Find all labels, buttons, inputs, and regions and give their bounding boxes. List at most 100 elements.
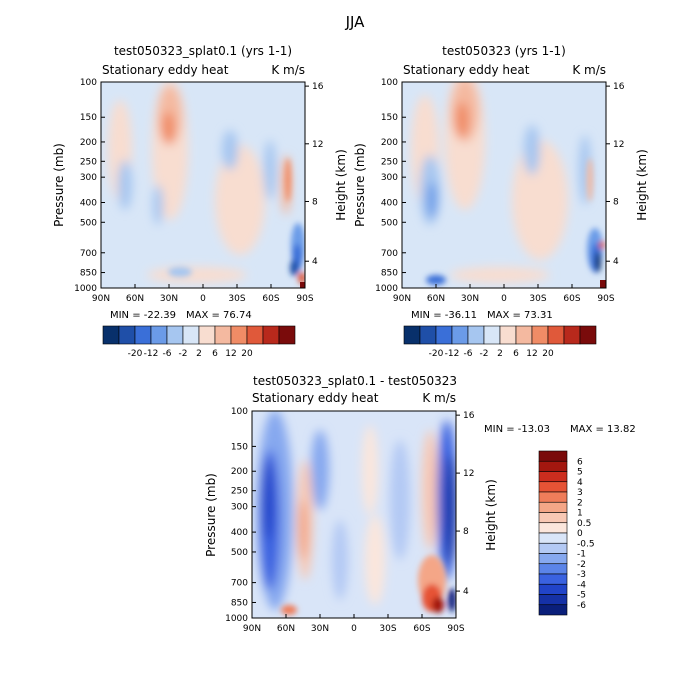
y-tick-label: 850 bbox=[381, 269, 398, 279]
colorbar-label: 3 bbox=[577, 488, 583, 498]
y-tick-label: 150 bbox=[381, 113, 398, 123]
panel-2-axes: 90N 60N 30N 0 30S 60S 90S 100 150 200 250 300 400 500… bbox=[375, 78, 625, 304]
colorbar-label: -2 bbox=[179, 349, 188, 359]
y-tick-label: 700 bbox=[231, 579, 248, 589]
colorbar-label: 12 bbox=[225, 349, 236, 359]
panel-1-axes: 90N 60N 30N 0 30S 60S 90S 100 150 200 250 300 400 500… bbox=[74, 78, 324, 304]
x-tick-label: 60S bbox=[262, 294, 279, 304]
colorbar-swatch bbox=[435, 325, 453, 345]
panel-1-colorbar: -20 -12 -6 -2 2 6 12 20 bbox=[102, 325, 296, 359]
panel-1-title: test050323_splat0.1 (yrs 1-1) bbox=[114, 44, 292, 58]
y-tick-label: 250 bbox=[381, 157, 398, 167]
colorbar-swatch bbox=[403, 325, 421, 345]
y-tick-label: 400 bbox=[231, 528, 248, 538]
y-tick-label: 100 bbox=[80, 78, 97, 88]
y-tick-label: 1000 bbox=[375, 284, 398, 294]
colorbar-swatch bbox=[538, 532, 568, 544]
x-tick-label: 60S bbox=[413, 624, 430, 634]
panel-1-min: MIN = -22.39 bbox=[110, 310, 176, 321]
colorbar-swatch bbox=[262, 325, 280, 345]
panel-2-units: K m/s bbox=[572, 63, 606, 77]
x-tick-label: 60N bbox=[427, 294, 445, 304]
colorbar-swatch bbox=[150, 325, 168, 345]
y-tick-label: 200 bbox=[80, 138, 97, 148]
colorbar-swatch bbox=[538, 563, 568, 575]
panel-2-ylabel: Pressure (mb) bbox=[353, 143, 367, 227]
colorbar-label: 2 bbox=[497, 349, 503, 359]
y-tick-label: 250 bbox=[231, 487, 248, 497]
colorbar-swatch bbox=[451, 325, 469, 345]
colorbar-swatch bbox=[198, 325, 216, 345]
colorbar-label: 6 bbox=[513, 349, 519, 359]
y-tick-label: 300 bbox=[80, 173, 97, 183]
colorbar-swatch bbox=[134, 325, 152, 345]
colorbar-label: 6 bbox=[577, 457, 583, 467]
colorbar-swatch bbox=[102, 325, 120, 345]
colorbar-label: 0 bbox=[577, 529, 583, 539]
panel-3: test050323_splat0.1 - test050323 Station… bbox=[204, 374, 636, 634]
panel-2-y2label: Height (km) bbox=[635, 149, 649, 220]
y-tick-label: 100 bbox=[381, 78, 398, 88]
y2-tick-label: 16 bbox=[463, 411, 475, 421]
y2-tick-label: 8 bbox=[312, 197, 318, 207]
colorbar-swatch bbox=[579, 325, 597, 345]
y-tick-label: 1000 bbox=[74, 284, 97, 294]
colorbar-swatch bbox=[483, 325, 501, 345]
x-tick-label: 30S bbox=[228, 294, 245, 304]
colorbar-label: 0.5 bbox=[577, 519, 591, 529]
colorbar-swatch bbox=[547, 325, 565, 345]
colorbar-swatch bbox=[538, 481, 568, 493]
colorbar-label: -2 bbox=[577, 560, 586, 570]
panel-3-contours bbox=[252, 411, 456, 618]
y-tick-label: 700 bbox=[381, 249, 398, 259]
colorbar-label: -5 bbox=[577, 591, 586, 601]
y2-tick-label: 4 bbox=[613, 257, 619, 267]
x-tick-label: 30N bbox=[160, 294, 178, 304]
y-tick-label: 400 bbox=[381, 199, 398, 209]
colorbar-label: -1 bbox=[577, 550, 586, 560]
panel-2-max: MAX = 73.31 bbox=[487, 310, 553, 321]
colorbar-swatch bbox=[531, 325, 549, 345]
x-tick-label: 60N bbox=[277, 624, 295, 634]
y-tick-label: 250 bbox=[80, 157, 97, 167]
colorbar-swatch bbox=[538, 594, 568, 606]
colorbar-swatch bbox=[499, 325, 517, 345]
y2-tick-label: 8 bbox=[613, 197, 619, 207]
y2-tick-label: 8 bbox=[463, 527, 469, 537]
y-tick-label: 150 bbox=[231, 442, 248, 452]
y-tick-label: 200 bbox=[381, 138, 398, 148]
colorbar-label: 2 bbox=[577, 498, 583, 508]
y2-tick-label: 12 bbox=[463, 469, 474, 479]
figure-title: JJA bbox=[345, 13, 366, 31]
colorbar-label: -3 bbox=[577, 570, 586, 580]
y-tick-label: 850 bbox=[231, 598, 248, 608]
panel-1-contours bbox=[101, 82, 305, 288]
panel-3-max: MAX = 13.82 bbox=[570, 424, 636, 435]
y2-tick-label: 12 bbox=[613, 140, 624, 150]
panel-1-ylabel: Pressure (mb) bbox=[52, 143, 66, 227]
x-tick-label: 0 bbox=[501, 294, 507, 304]
colorbar-swatch bbox=[538, 450, 568, 462]
y-tick-label: 300 bbox=[231, 503, 248, 513]
colorbar-swatch bbox=[230, 325, 248, 345]
colorbar-swatch bbox=[515, 325, 533, 345]
colorbar-label: -2 bbox=[480, 349, 489, 359]
x-tick-label: 60N bbox=[126, 294, 144, 304]
colorbar-label: -20 bbox=[429, 349, 444, 359]
y-tick-label: 850 bbox=[80, 269, 97, 279]
x-tick-label: 0 bbox=[351, 624, 357, 634]
x-tick-label: 30S bbox=[529, 294, 546, 304]
colorbar-label: 12 bbox=[526, 349, 537, 359]
colorbar-swatch bbox=[166, 325, 184, 345]
colorbar-swatch bbox=[538, 542, 568, 554]
colorbar-swatch bbox=[214, 325, 232, 345]
colorbar-label: -12 bbox=[144, 349, 159, 359]
colorbar-label: -0.5 bbox=[577, 539, 595, 549]
colorbar-swatch bbox=[538, 604, 568, 616]
x-tick-label: 30N bbox=[311, 624, 329, 634]
y2-tick-label: 16 bbox=[312, 82, 324, 92]
y-tick-label: 200 bbox=[231, 467, 248, 477]
x-tick-label: 90S bbox=[597, 294, 614, 304]
panel-3-min: MIN = -13.03 bbox=[484, 424, 550, 435]
